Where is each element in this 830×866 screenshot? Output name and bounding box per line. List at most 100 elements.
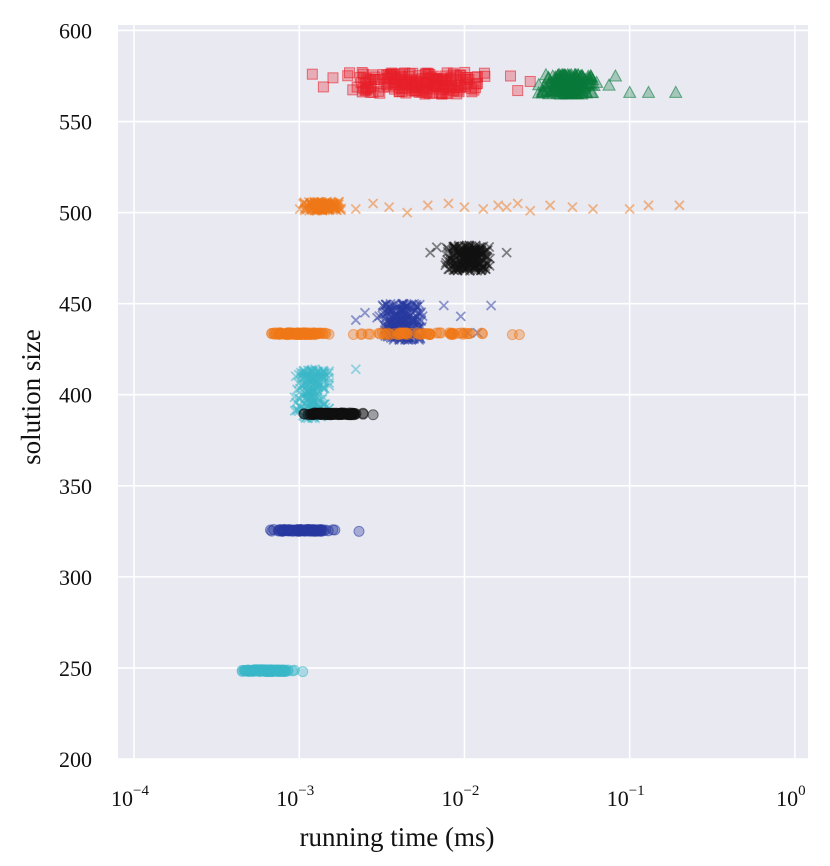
data-point — [315, 524, 327, 536]
y-tick-label: 350 — [59, 474, 92, 499]
data-point — [359, 307, 371, 318]
data-point — [535, 85, 550, 99]
data-point — [674, 200, 685, 211]
x-tick-labels: 10−4 10−3 10−2 10−1 100 — [111, 783, 806, 811]
data-point — [351, 81, 363, 93]
data-point — [587, 203, 599, 215]
data-point — [464, 240, 475, 251]
y-tick-label: 250 — [59, 656, 92, 681]
data-point — [402, 301, 413, 313]
data-point — [524, 75, 536, 87]
data-point — [455, 70, 467, 82]
data-point — [406, 82, 418, 94]
data-point — [253, 664, 265, 676]
data-point — [298, 408, 310, 420]
data-point — [294, 328, 306, 340]
data-point — [643, 200, 654, 211]
data-point — [308, 372, 319, 383]
data-point — [289, 405, 300, 416]
data-point — [547, 82, 561, 95]
data-point — [297, 379, 308, 390]
data-point — [395, 304, 406, 315]
data-point — [438, 300, 449, 311]
data-point — [454, 69, 466, 81]
data-point — [545, 200, 556, 211]
x-axis-label: running time (ms) — [300, 822, 495, 852]
data-point — [455, 311, 466, 322]
data-point — [381, 73, 393, 85]
y-tick-label: 500 — [59, 201, 92, 226]
data-point — [353, 525, 365, 537]
data-point — [333, 202, 344, 213]
data-point — [447, 255, 458, 267]
data-point — [402, 207, 413, 218]
data-point — [476, 264, 487, 276]
data-point — [470, 243, 481, 254]
data-point — [367, 409, 379, 421]
data-point — [274, 666, 286, 678]
data-point — [311, 203, 323, 214]
data-point — [401, 312, 412, 323]
data-point — [457, 328, 469, 340]
x-tick-label: 10−1 — [607, 783, 645, 811]
data-point — [429, 79, 441, 91]
data-point — [359, 85, 371, 97]
data-point — [342, 70, 354, 82]
series-black-crosses — [425, 240, 512, 277]
data-point — [301, 525, 313, 537]
data-point — [364, 328, 376, 340]
data-point — [582, 76, 597, 89]
data-point — [350, 364, 361, 375]
y-axis-label: solution size — [16, 329, 46, 465]
data-point — [431, 327, 443, 339]
data-point — [406, 327, 418, 339]
data-point — [419, 68, 431, 80]
y-tick-label: 550 — [59, 110, 92, 135]
data-point — [389, 328, 401, 340]
x-tick-label: 10−2 — [441, 783, 479, 811]
data-point — [297, 666, 309, 678]
series-cyan-circles — [236, 664, 309, 678]
series-navy-circles — [264, 524, 365, 537]
data-point — [369, 73, 381, 85]
data-point — [479, 70, 491, 82]
y-tick-label: 450 — [59, 292, 92, 317]
data-point — [347, 84, 359, 96]
data-point — [393, 86, 405, 98]
data-point — [602, 78, 616, 91]
data-point — [414, 328, 426, 340]
data-point — [327, 72, 339, 84]
data-point — [417, 84, 429, 96]
data-point — [289, 524, 301, 536]
data-point — [641, 85, 656, 98]
data-point — [568, 78, 583, 92]
data-point — [468, 84, 480, 96]
data-point — [430, 80, 442, 92]
data-point — [422, 200, 433, 211]
data-point — [313, 328, 325, 340]
data-point — [303, 203, 314, 214]
data-point — [383, 328, 395, 340]
data-point — [360, 84, 372, 96]
data-point — [385, 298, 396, 309]
data-point — [443, 198, 454, 209]
data-point — [622, 85, 637, 98]
data-point — [501, 247, 512, 258]
data-point — [431, 242, 442, 253]
data-point — [344, 67, 356, 79]
data-point — [447, 85, 459, 97]
data-point — [505, 70, 517, 82]
data-point — [435, 75, 447, 87]
series-green-triangles — [531, 67, 683, 100]
data-point — [399, 78, 411, 90]
data-points — [236, 66, 685, 678]
data-point — [436, 73, 448, 85]
data-point — [324, 199, 335, 210]
data-point — [405, 301, 416, 312]
data-point — [461, 241, 472, 252]
data-point — [469, 82, 481, 94]
data-point — [381, 307, 392, 319]
data-point — [447, 248, 458, 259]
data-point — [334, 408, 346, 420]
data-point — [306, 68, 318, 80]
